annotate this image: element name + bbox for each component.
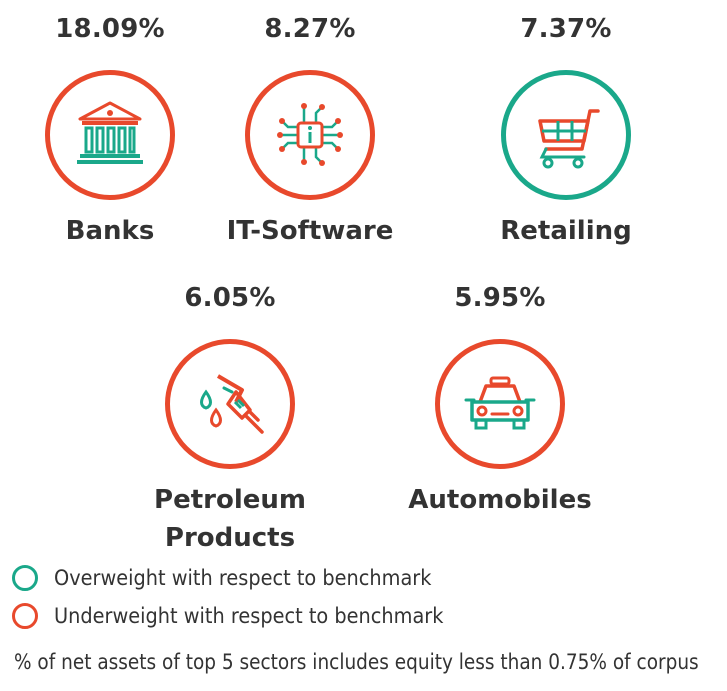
- underweight-ring-icon: [12, 603, 38, 629]
- underweight-ring: [165, 339, 295, 469]
- sector-percent: 7.37%: [520, 14, 612, 44]
- sector-name: IT-Software: [226, 216, 394, 246]
- overweight-ring-icon: [12, 565, 38, 591]
- overweight-ring: [501, 70, 631, 200]
- fuel-nozzle-icon: [200, 374, 264, 434]
- chip-icon: [277, 103, 343, 166]
- bank-icon: [77, 101, 143, 164]
- car-icon: [464, 376, 536, 430]
- sector-percent: 5.95%: [454, 283, 546, 313]
- underweight-ring: [45, 70, 175, 200]
- sector-percent: 6.05%: [184, 283, 276, 313]
- underweight-ring: [435, 339, 565, 469]
- sector-percent: 18.09%: [55, 14, 165, 44]
- sector-name: Banks: [65, 216, 155, 246]
- legend-underweight-label: Underweight with respect to benchmark: [54, 604, 444, 628]
- sector-name: Automobiles: [408, 485, 592, 515]
- sector-percent: 8.27%: [264, 14, 356, 44]
- legend-overweight-label: Overweight with respect to benchmark: [54, 566, 432, 590]
- footnote: % of net assets of top 5 sectors include…: [14, 650, 699, 674]
- sector-name: Petroleum Products: [130, 481, 330, 557]
- sector-name: Retailing: [500, 216, 632, 246]
- sector-name-line: Products: [164, 523, 296, 553]
- shopping-cart-icon: [538, 109, 600, 169]
- underweight-ring: [245, 70, 375, 200]
- sector-name-line: Petroleum: [154, 485, 306, 515]
